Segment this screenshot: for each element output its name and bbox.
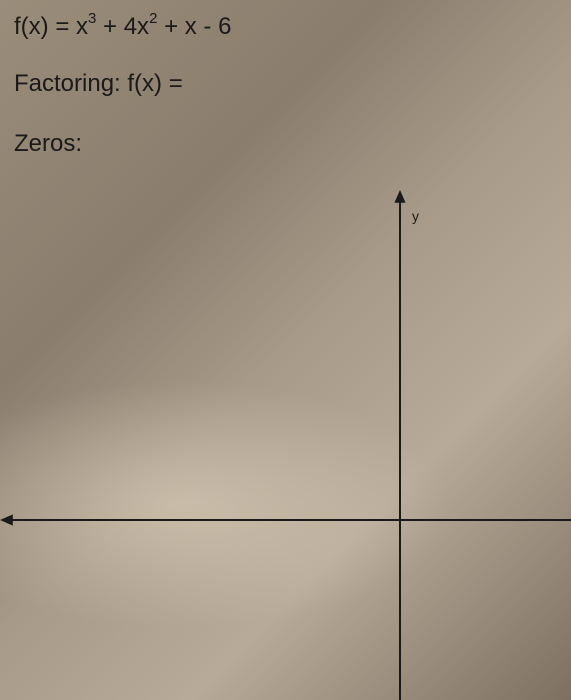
y-axis-label: y (412, 208, 419, 224)
fn-text-part1: f(x) = x (14, 13, 88, 40)
fn-exp2: 2 (149, 10, 157, 27)
factoring-label: Factoring: f(x) = (14, 70, 183, 97)
zeros-prompt: Zeros: (14, 130, 82, 158)
function-definition: f(x) = x3 + 4x2 + x - 6 (14, 12, 231, 41)
fn-exp1: 3 (88, 10, 96, 27)
fn-text-part2: + 4x (96, 13, 149, 40)
axes-svg (0, 180, 571, 700)
fn-text-part3: + x - 6 (157, 13, 231, 40)
factoring-prompt: Factoring: f(x) = (14, 70, 183, 98)
zeros-label: Zeros: (14, 130, 82, 157)
coordinate-plane: y (0, 180, 571, 700)
